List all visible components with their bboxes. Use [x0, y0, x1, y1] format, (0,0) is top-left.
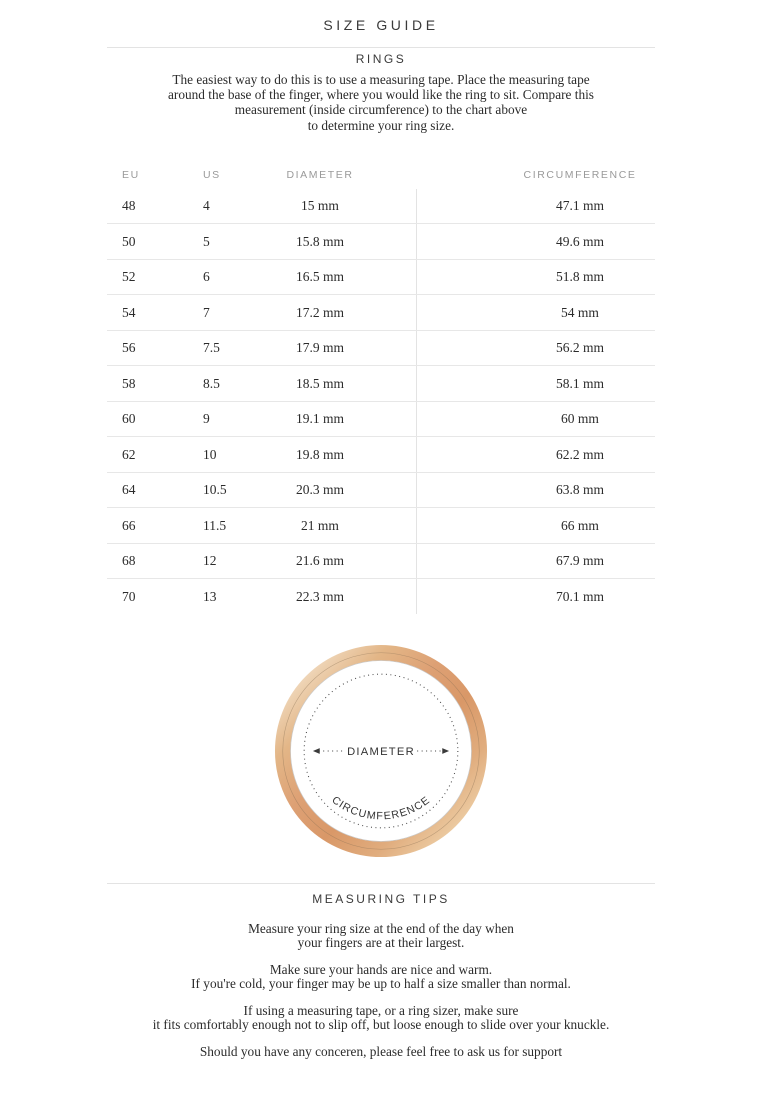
svg-text:DIAMETER: DIAMETER [347, 746, 415, 758]
